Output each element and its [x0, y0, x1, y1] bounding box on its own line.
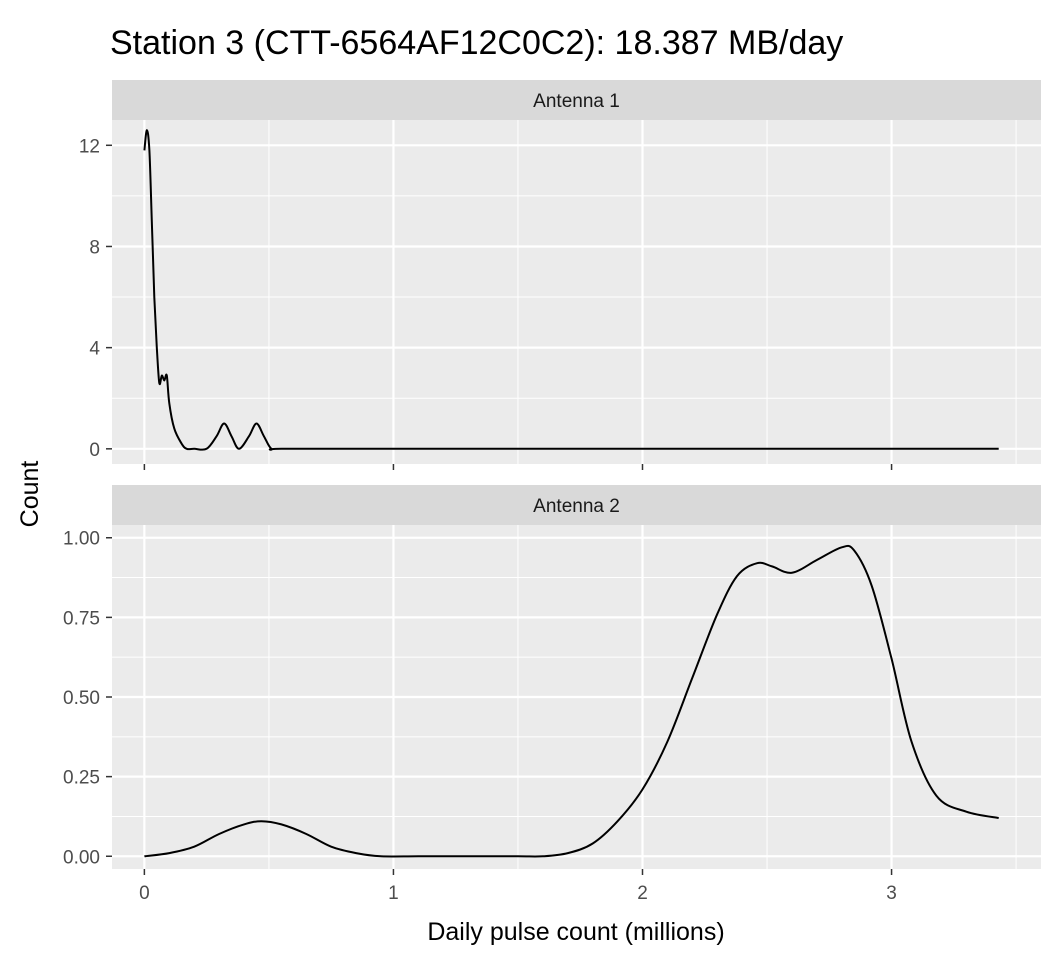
x-tick-label: 1 — [388, 883, 399, 904]
x-axis-title: Daily pulse count (millions) — [427, 918, 724, 946]
x-tick-label: 0 — [139, 883, 150, 904]
y-tick-label: 0.00 — [63, 847, 100, 868]
facet-strip-label: Antenna 1 — [533, 91, 620, 112]
facet-strip — [112, 485, 1041, 525]
density-line — [144, 544, 999, 858]
x-tick-label: 2 — [637, 883, 648, 904]
density-line — [143, 129, 999, 451]
facet-strip — [112, 80, 1041, 120]
y-axis-title: Count — [16, 461, 44, 528]
facet-strip-label: Antenna 2 — [533, 496, 620, 517]
x-tick-label: 3 — [886, 883, 897, 904]
y-tick-label: 1.00 — [63, 529, 100, 550]
y-tick-label: 4 — [89, 339, 100, 360]
y-tick-label: 0.50 — [63, 688, 100, 709]
y-tick-label: 8 — [89, 237, 100, 258]
facet-panel: Antenna 1 0 4 8 12 — [79, 80, 1041, 470]
y-tick-label: 0 — [89, 440, 100, 461]
y-tick-label: 0.75 — [63, 608, 100, 629]
y-tick-label: 12 — [79, 136, 100, 157]
facet-panel: Antenna 2 0.00 0.25 0.50 0.75 1.00 0 1 2 3 — [63, 485, 1041, 904]
panel-background — [112, 120, 1041, 464]
y-tick-label: 0.25 — [63, 768, 100, 789]
chart-title: Station 3 (CTT-6564AF12C0C2): 18.387 MB/… — [110, 24, 843, 62]
